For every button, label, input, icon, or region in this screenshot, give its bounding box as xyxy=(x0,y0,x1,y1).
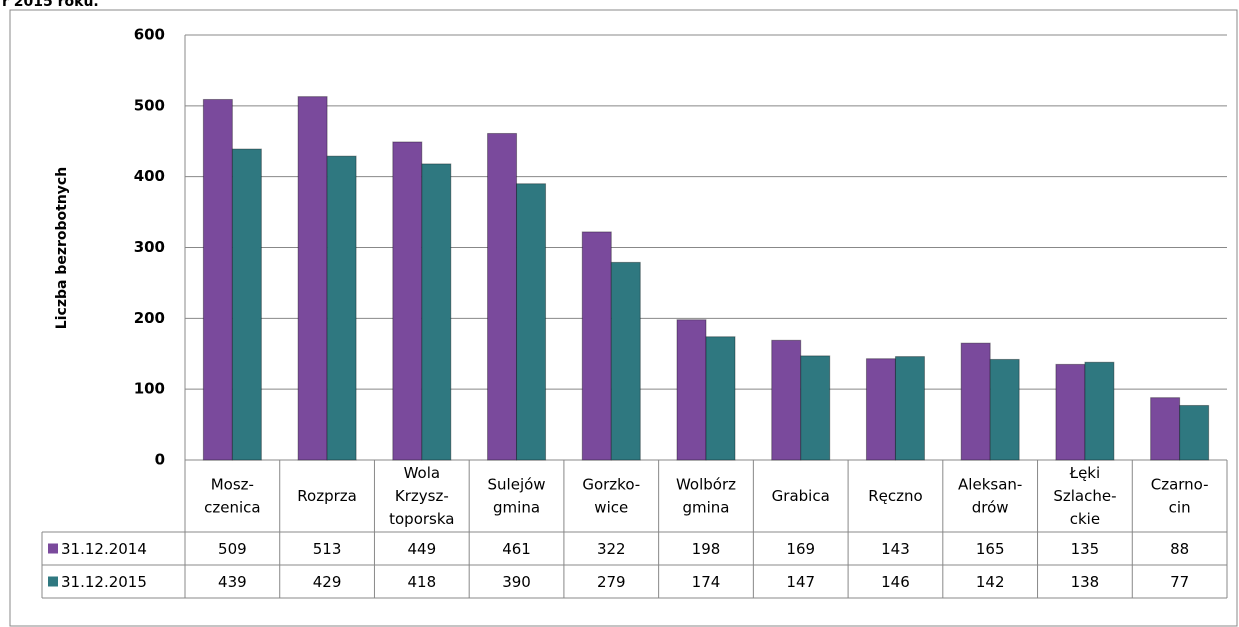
bar xyxy=(231,148,262,461)
y-tick-label: 500 xyxy=(134,96,165,114)
x-tick-label-line: Ręczno xyxy=(868,487,922,505)
x-tick-label: Wolbórz gmina xyxy=(676,475,736,516)
y-tick-label: 200 xyxy=(134,309,165,327)
table-value: 439 xyxy=(218,573,247,591)
x-tick-label: Sulejów gmina xyxy=(488,475,546,516)
x-tick-label: Rozprza xyxy=(297,487,357,505)
x-tick-label-line: Krzysz- xyxy=(395,487,449,505)
x-tick-label-line: gmina xyxy=(683,498,730,516)
bar xyxy=(705,336,736,461)
x-tick-label-line: gmina xyxy=(493,498,540,516)
table-value: 509 xyxy=(218,540,247,558)
x-tick-label-line: Szlache- xyxy=(1053,487,1116,505)
legend-label: 31.12.2015 xyxy=(61,573,147,591)
x-tick-label: Czarno-cin xyxy=(1151,475,1209,516)
x-tick-label-line: Grabica xyxy=(772,487,830,505)
y-tick-label: 400 xyxy=(134,167,165,185)
x-tick-label: Ręczno xyxy=(868,487,922,505)
bar xyxy=(960,342,991,461)
legend-key xyxy=(48,543,58,554)
table-value: 135 xyxy=(1071,540,1100,558)
x-tick-label-line: Sulejów xyxy=(488,475,546,493)
x-tick-label-line: cin xyxy=(1169,498,1191,516)
bar xyxy=(1150,397,1181,461)
bar xyxy=(516,183,547,461)
x-tick-label-line: Aleksan- xyxy=(958,475,1022,493)
x-tick-label-line: Czarno- xyxy=(1151,475,1209,493)
table-value: 390 xyxy=(502,573,531,591)
bar xyxy=(1084,361,1115,461)
table-value: 322 xyxy=(597,540,626,558)
bar xyxy=(989,358,1020,461)
x-tick-label-line: Rozprza xyxy=(297,487,357,505)
bar xyxy=(676,319,707,461)
x-tick-label: Gorzko-wice xyxy=(582,475,640,516)
y-tick-label: 600 xyxy=(134,26,165,44)
table-value: 429 xyxy=(313,573,342,591)
table-value: 142 xyxy=(976,573,1005,591)
chart-title: r 2015 roku. xyxy=(2,0,99,10)
legend-label: 31.12.2014 xyxy=(61,540,147,558)
table-value: 174 xyxy=(692,573,721,591)
table-value: 279 xyxy=(597,573,626,591)
x-tick-label-line: Mosz- xyxy=(211,475,254,493)
table-value: 143 xyxy=(881,540,910,558)
y-axis-label: Liczba bezrobotnych xyxy=(54,167,70,329)
bar xyxy=(297,96,328,461)
x-tick-label: Łęki Szlache-ckie xyxy=(1053,464,1116,528)
table-value: 198 xyxy=(692,540,721,558)
bar xyxy=(894,356,925,461)
table-value: 169 xyxy=(786,540,815,558)
table-value: 418 xyxy=(407,573,436,591)
x-tick-label: Grabica xyxy=(772,487,830,505)
x-tick-label: Mosz-czenica xyxy=(204,475,260,516)
table-value: 88 xyxy=(1170,540,1189,558)
x-tick-label-line: drów xyxy=(972,498,1009,516)
table-value: 449 xyxy=(407,540,436,558)
y-tick-label: 0 xyxy=(155,451,165,469)
bar xyxy=(771,339,802,461)
table-value: 165 xyxy=(976,540,1005,558)
x-tick-label-line: czenica xyxy=(204,498,260,516)
table-value: 138 xyxy=(1071,573,1100,591)
y-tick-label: 100 xyxy=(134,380,165,398)
x-tick-label-line: toporska xyxy=(389,510,454,528)
legend-key xyxy=(48,576,58,587)
bar xyxy=(392,141,423,461)
table-value: 513 xyxy=(313,540,342,558)
bar xyxy=(865,358,896,461)
y-tick-label: 300 xyxy=(134,238,165,256)
table-value: 147 xyxy=(786,573,815,591)
bar xyxy=(421,163,452,461)
x-tick-label: Aleksan-drów xyxy=(958,475,1022,516)
x-tick-label-line: Gorzko- xyxy=(582,475,640,493)
bar xyxy=(610,261,641,461)
x-tick-label-line: Wola xyxy=(404,464,441,482)
x-tick-label: Wola Krzysz-toporska xyxy=(389,464,454,528)
table-value: 77 xyxy=(1170,573,1189,591)
x-tick-label-line: Wolbórz xyxy=(676,475,736,493)
bar xyxy=(326,155,357,461)
x-tick-label-line: Łęki xyxy=(1069,464,1101,482)
table-value: 146 xyxy=(881,573,910,591)
table-value: 461 xyxy=(502,540,531,558)
x-tick-label-line: wice xyxy=(594,498,628,516)
bar xyxy=(581,231,612,461)
bar xyxy=(1179,404,1210,461)
bar xyxy=(487,132,518,461)
bar xyxy=(800,355,831,461)
bar xyxy=(1055,363,1086,461)
x-tick-label-line: ckie xyxy=(1070,510,1100,528)
bar xyxy=(202,98,233,461)
